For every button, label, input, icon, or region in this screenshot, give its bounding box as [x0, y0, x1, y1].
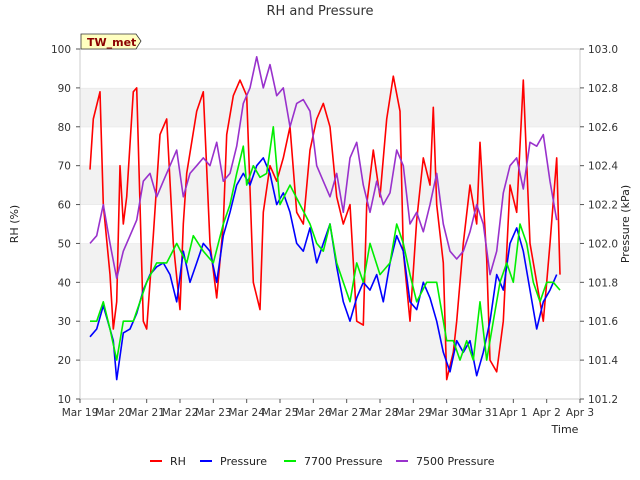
y-tick-label: 50 [58, 238, 71, 250]
x-tick-label: Apr 3 [566, 407, 594, 419]
series-line-rh [89, 75, 561, 381]
y2-tick-label: 102.8 [588, 83, 618, 95]
y-tick-label: 40 [58, 277, 71, 289]
y2-tick-label: 102.4 [588, 161, 618, 173]
series-line-7700-pressure [90, 126, 561, 361]
grid-band [80, 165, 580, 205]
y2-axis-title: Pressure (kPa) [619, 185, 632, 263]
y-tick-label: 60 [58, 200, 71, 212]
x-tick-label: Mar 19 [62, 407, 99, 419]
y-tick-label: 100 [51, 44, 71, 56]
y-tick-label: 70 [58, 161, 71, 173]
legend-label: 7500 Pressure [416, 455, 495, 468]
y-axis-title: RH (%) [8, 205, 21, 243]
y-axis-ticks: 10 20 30 40 50 60 70 80 90 100 [51, 44, 80, 406]
x-tick-label: Mar 28 [362, 407, 399, 419]
chart-title: RH and Pressure [266, 4, 373, 19]
grid-band [80, 321, 580, 361]
x-tick-label: Mar 21 [128, 407, 165, 419]
y2-axis-ticks: 101.2 101.4 101.6 101.8 102.0 102.2 102.4 102.6… [580, 44, 618, 406]
x-tick-label: Mar 31 [462, 407, 499, 419]
y2-tick-label: 101.4 [588, 355, 618, 367]
grid-band [80, 87, 580, 127]
grid-band [80, 360, 580, 399]
legend-label: RH [170, 455, 186, 468]
y2-tick-label: 101.6 [588, 316, 618, 328]
y-tick-label: 30 [58, 316, 71, 328]
x-tick-label: Mar 22 [162, 407, 199, 419]
series-lines [89, 55, 561, 381]
legend-label: 7700 Pressure [304, 455, 383, 468]
plot-frame [79, 48, 581, 400]
y2-tick-label: 102.2 [588, 200, 618, 212]
y2-tick-label: 101.8 [588, 277, 618, 289]
x-tick-label: Mar 20 [95, 407, 132, 419]
x-tick-label: Mar 25 [262, 407, 299, 419]
y2-tick-label: 102.0 [588, 238, 618, 250]
y2-tick-label: 103.0 [588, 44, 618, 56]
grid-band [80, 49, 580, 88]
x-tick-label: Mar 30 [428, 407, 465, 419]
legend: RH Pressure 7700 Pressure 7500 Pressure [150, 455, 495, 468]
x-tick-label: Apr 1 [499, 407, 527, 419]
x-tick-label: Apr 2 [533, 407, 561, 419]
x-tick-label: Mar 26 [295, 407, 332, 419]
y2-tick-label: 102.6 [588, 122, 618, 134]
y-tick-label: 80 [58, 122, 71, 134]
series-line-7500-pressure [89, 55, 558, 280]
station-label-box: TW_met [80, 33, 142, 50]
x-tick-label: Mar 27 [328, 407, 365, 419]
x-tick-label: Mar 29 [395, 407, 432, 419]
x-tick-label: Mar 23 [195, 407, 232, 419]
station-label: TW_met [87, 36, 136, 49]
y-tick-label: 90 [58, 83, 71, 95]
y2-tick-label: 101.2 [588, 394, 618, 406]
x-tick-label: Mar 24 [228, 407, 265, 419]
y-tick-label: 10 [58, 394, 71, 406]
legend-label: Pressure [220, 455, 267, 468]
y-tick-label: 20 [58, 355, 71, 367]
x-axis-title: Time [551, 423, 579, 436]
